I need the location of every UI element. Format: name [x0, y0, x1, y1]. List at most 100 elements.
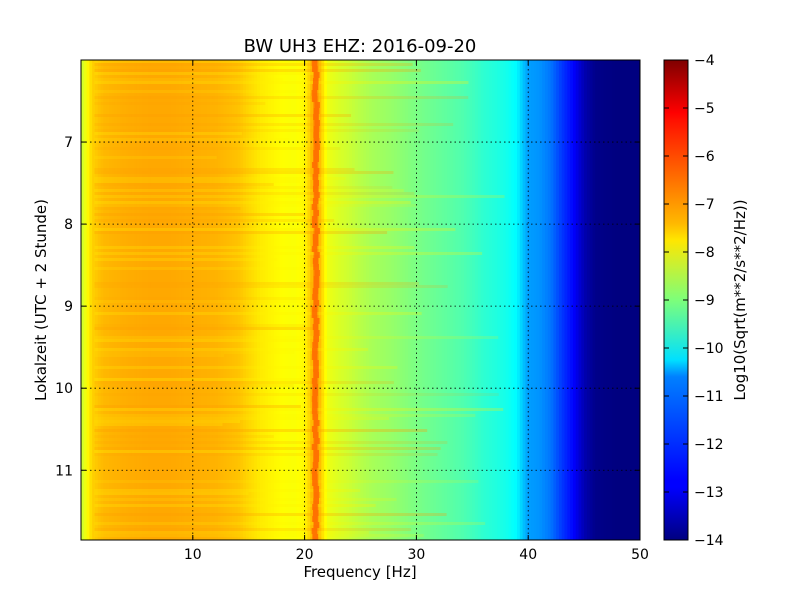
spectral-line-21hz: [311, 90, 318, 96]
heatmap-column: [142, 60, 146, 540]
heatmap-row-variation: [94, 204, 417, 207]
spectral-line-21hz: [311, 426, 318, 432]
heatmap-column: [136, 60, 141, 540]
heatmap-row-variation: [94, 114, 352, 117]
heatmap-column: [558, 60, 563, 540]
colorbar-label: Log10(Sqrt(m**2/s**2/Hz)): [731, 199, 749, 400]
y-tick-label: 10: [55, 381, 73, 397]
spectral-line-21hz: [313, 150, 319, 156]
heatmap-column: [578, 60, 582, 540]
heatmap-row-variation: [94, 489, 361, 492]
heatmap-row-variation: [94, 324, 307, 327]
y-axis: 7 8 9 10 11: [55, 135, 640, 479]
heatmap-column: [106, 60, 110, 540]
y-tick-label: 11: [55, 463, 73, 479]
heatmap-row-variation: [94, 354, 225, 357]
spectral-line-21hz: [313, 276, 320, 282]
heatmap-column: [469, 60, 473, 540]
heatmap-column: [402, 60, 406, 540]
heatmap-column: [354, 60, 359, 540]
heatmap-row-variation: [94, 420, 241, 423]
spectral-line-21hz: [314, 228, 320, 234]
heatmap-column: [134, 60, 138, 540]
heatmap-row-variation: [94, 195, 505, 198]
heatmap-column: [352, 60, 356, 540]
heatmap-row-variation: [94, 132, 242, 135]
heatmap-column: [304, 60, 308, 540]
heatmap-row-variation: [94, 480, 479, 483]
heatmap-column: [600, 60, 605, 540]
heatmap-column: [427, 60, 431, 540]
heatmap-row-variation: [94, 147, 341, 150]
heatmap-column: [100, 60, 104, 540]
heatmap-row-variation: [94, 192, 415, 195]
heatmap: [81, 60, 640, 540]
spectral-line-21hz: [314, 330, 320, 336]
spectral-line-21hz: [311, 96, 318, 102]
heatmap-column: [223, 60, 227, 540]
spectral-line-21hz: [311, 354, 318, 360]
heatmap-row-variation: [94, 123, 454, 126]
spectral-line-21hz: [312, 480, 318, 486]
heatmap-row-variation: [94, 285, 448, 288]
heatmap-column: [122, 60, 127, 540]
heatmap-column: [173, 60, 177, 540]
heatmap-column: [248, 60, 253, 540]
spectral-line-21hz: [313, 168, 320, 174]
heatmap-row-variation: [94, 213, 306, 216]
heatmap-row-variation: [94, 414, 476, 417]
heatmap-column: [131, 60, 135, 540]
spectral-line-21hz: [314, 438, 320, 444]
heatmap-column: [329, 60, 334, 540]
spectral-line-21hz: [313, 498, 320, 504]
spectral-line-21hz: [312, 222, 318, 228]
heatmap-row-variation: [94, 228, 456, 231]
heatmap-row-variation: [94, 252, 483, 255]
heatmap-column: [164, 60, 169, 540]
spectral-line-21hz: [312, 414, 318, 420]
heatmap-column: [536, 60, 540, 540]
heatmap-column: [332, 60, 336, 540]
heatmap-column: [156, 60, 160, 540]
heatmap-column: [262, 60, 267, 540]
heatmap-column: [438, 60, 443, 540]
heatmap-row-variation: [94, 90, 322, 93]
heatmap-column: [254, 60, 258, 540]
heatmap-column: [290, 60, 295, 540]
heatmap-column: [335, 60, 339, 540]
heatmap-column: [522, 60, 526, 540]
heatmap-row-variation: [94, 522, 486, 525]
spectral-line-21hz: [314, 144, 320, 150]
y-axis-label: Lokalzeit (UTC + 2 Stunde): [32, 199, 50, 401]
heatmap-column: [575, 60, 580, 540]
heatmap-column: [145, 60, 149, 540]
heatmap-column: [287, 60, 292, 540]
spectral-line-21hz: [312, 84, 319, 90]
heatmap-column: [631, 60, 636, 540]
heatmap-row-variation: [94, 417, 390, 420]
heatmap-column: [83, 60, 88, 540]
spectral-line-21hz: [311, 528, 318, 534]
heatmap-column: [595, 60, 599, 540]
heatmap-column: [505, 60, 510, 540]
heatmap-row-variation: [94, 246, 415, 249]
y-tick-label: 9: [64, 299, 73, 315]
heatmap-column: [612, 60, 616, 540]
spectral-line-21hz: [313, 114, 319, 120]
heatmap-column: [206, 60, 211, 540]
heatmap-column: [586, 60, 591, 540]
heatmap-column: [273, 60, 278, 540]
spectral-line-21hz: [312, 348, 318, 354]
heatmap-column: [195, 60, 199, 540]
heatmap-row-variation: [94, 405, 301, 408]
heatmap-row-variation: [94, 384, 294, 387]
spectral-line-21hz: [311, 312, 318, 318]
heatmap-row-variation: [94, 171, 394, 174]
heatmap-column: [466, 60, 471, 540]
heatmap-row-variation: [94, 534, 424, 537]
spectral-line-21hz: [314, 252, 320, 258]
spectral-line-21hz: [312, 324, 319, 330]
heatmap-row-variation: [94, 156, 217, 159]
heatmap-column: [614, 60, 619, 540]
spectral-line-21hz: [312, 198, 319, 204]
